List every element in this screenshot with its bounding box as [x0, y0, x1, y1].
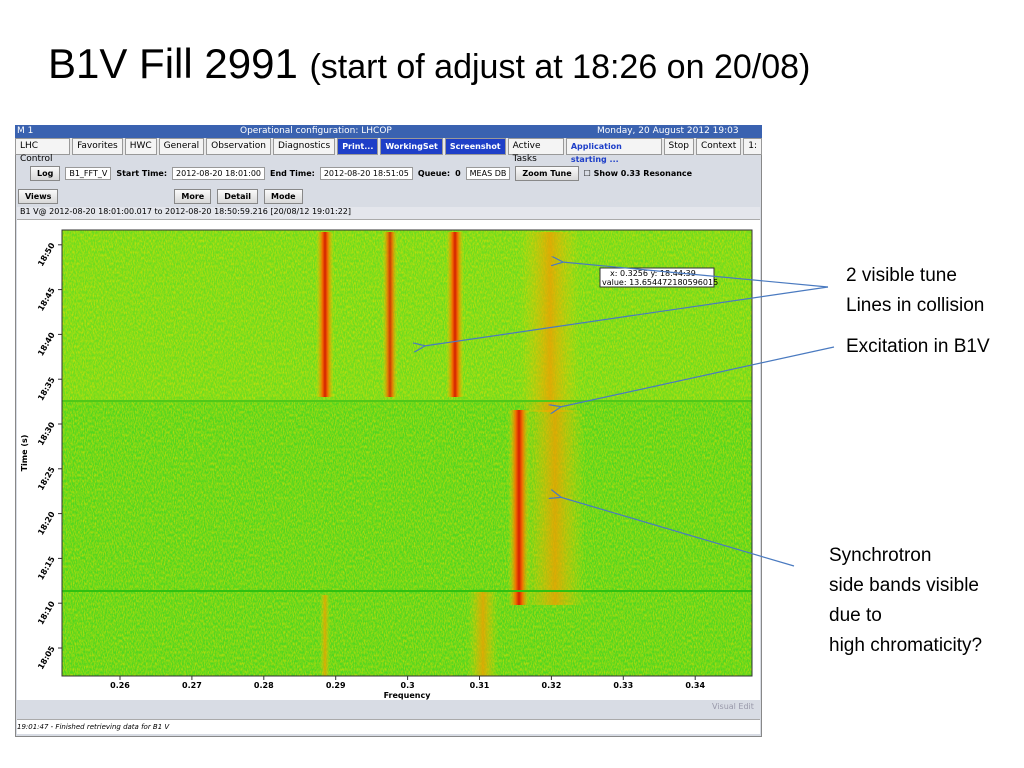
arrow [562, 262, 829, 288]
tab[interactable]: General [158, 138, 205, 155]
x-tick-label: 0.29 [326, 681, 346, 690]
tab[interactable]: 1: [743, 138, 762, 155]
y-tick-label: 18:45 [36, 286, 57, 313]
end-input[interactable]: 2012-08-20 18:51:05 [319, 166, 413, 180]
queue-label: Queue: [417, 168, 451, 178]
tab[interactable]: HWC [124, 138, 157, 155]
x-tick-label: 0.28 [254, 681, 274, 690]
tab[interactable]: Context [695, 138, 742, 155]
visual-edit: Visual Edit [712, 702, 754, 711]
time-break [62, 590, 752, 592]
y-tick-label: 18:40 [36, 331, 57, 358]
resonance-label: Show 0.33 Resonance [593, 168, 693, 178]
toolbar-2: Views More Detail Mode [18, 189, 303, 204]
start-input[interactable]: 2012-08-20 18:01:00 [172, 166, 265, 180]
queue-value: 0 [455, 168, 461, 178]
toolbar-button[interactable]: Views [18, 189, 59, 204]
panel-title: B1 V@ 2012-08-20 18:01:00.017 to 2012-08… [20, 207, 351, 216]
spectrogram [62, 230, 752, 676]
tab-bar: LHC Control Favorites HWC General Observatio… [15, 138, 762, 164]
spectrum-noise [62, 230, 752, 676]
tune-line [316, 232, 334, 397]
annotation-line: side bands visible [829, 575, 979, 596]
trace [320, 595, 330, 676]
y-tick-label: 18:05 [36, 644, 57, 671]
y-tick-label: 18:20 [36, 510, 57, 537]
y-tick-label: 18:30 [36, 420, 57, 447]
x-tick-label: 0.27 [182, 681, 202, 690]
tab[interactable]: Application starting ... [565, 138, 662, 164]
tooltip-line: value: 13.654472180596015 [602, 278, 718, 287]
x-tick-label: 0.3 [401, 681, 415, 690]
title-sub: (start of adjust at 18:26 on 20/08) [309, 48, 811, 86]
annotation: 2 visible tune Lines in collision [846, 261, 984, 321]
start-label: Start Time: [116, 168, 168, 178]
plot-frame [61, 229, 753, 677]
tab[interactable]: Diagnostics [272, 138, 336, 155]
y-tick-label: 18:25 [36, 465, 57, 492]
y-tick-label: 18:15 [36, 555, 57, 582]
x-tick-label: 0.34 [685, 681, 705, 690]
toolbar-button[interactable]: Detail [217, 189, 258, 204]
tab[interactable]: Screenshot [444, 138, 506, 155]
tab[interactable]: WorkingSet [380, 138, 443, 155]
arrow [560, 497, 795, 567]
annotation-line: Synchrotron [829, 545, 932, 566]
title-main: B1V Fill 2991 [48, 40, 298, 87]
device-select[interactable]: B1_FFT_V [65, 166, 112, 180]
toolbar-button[interactable]: Mode [263, 189, 303, 204]
tune-line [382, 232, 398, 397]
tab[interactable]: Favorites [72, 138, 123, 155]
tab[interactable]: Stop [663, 138, 694, 155]
status-text: 19:01:47 - Finished retrieving data for … [17, 723, 170, 731]
x-tick-label: 0.33 [613, 681, 633, 690]
window-date: Monday, 20 August 2012 19:03 [597, 126, 739, 136]
arrow [560, 346, 835, 407]
y-tick-label: 18:35 [36, 375, 57, 402]
annotation-line: 2 visible tune [846, 265, 957, 286]
excitation-line [508, 410, 530, 605]
tune-band [520, 232, 580, 412]
x-tick-label: 0.32 [542, 681, 562, 690]
arrows [424, 262, 835, 567]
y-tick-label: 18:10 [36, 599, 57, 626]
panel-header: B1 V@ 2012-08-20 18:01:00.017 to 2012-08… [17, 207, 760, 220]
tune-line [446, 232, 464, 397]
log-button[interactable]: Log [30, 165, 61, 181]
time-break [62, 400, 752, 402]
tooltip-box [599, 267, 715, 288]
annotation-line: Lines in collision [846, 295, 985, 316]
annotation-line: Excitation in B1V [846, 336, 990, 357]
title-bar: M 1 Operational configuration: LHCOP Mon… [15, 125, 762, 138]
x-axis-label: Frequency [384, 691, 432, 700]
tab[interactable]: Observation [206, 138, 271, 155]
window-id: M 1 [17, 126, 34, 136]
sideband [525, 410, 585, 605]
sideband [468, 590, 498, 676]
y-axis-label: Time (s) [20, 435, 29, 472]
x-tick-label: 0.31 [470, 681, 490, 690]
arrow [424, 286, 829, 346]
toolbar: Log B1_FFT_V Start Time: 2012-08-20 18:0… [20, 162, 760, 184]
annotation-line: due to [829, 605, 882, 626]
slide-title: B1V Fill 2991 (start of adjust at 18:26 … [48, 40, 810, 88]
toolbar-button[interactable]: More [174, 189, 212, 204]
end-label: End Time: [270, 168, 315, 178]
tooltip-line: x: 0.3256 y: 18:44:39 [610, 269, 696, 278]
resonance-checkbox[interactable]: ☐ Show 0.33 Resonance [583, 168, 693, 178]
tab[interactable]: Active Tasks [507, 138, 564, 164]
annotation: Synchrotron side bands visible due to high … [829, 541, 982, 661]
annotation: Excitation in B1V [846, 332, 990, 362]
tab[interactable]: Print... [337, 138, 379, 155]
status-bar: 19:01:47 - Finished retrieving data for … [17, 719, 760, 734]
zoom-button[interactable]: Zoom Tune [515, 165, 579, 181]
x-tick-label: 0.26 [110, 681, 130, 690]
annotation-line: high chromaticity? [829, 635, 983, 656]
db-select[interactable]: MEAS DB [465, 166, 511, 180]
window-title: Operational configuration: LHCOP [240, 126, 392, 136]
y-tick-label: 18:50 [36, 241, 57, 268]
tab[interactable]: LHC Control [15, 138, 71, 164]
